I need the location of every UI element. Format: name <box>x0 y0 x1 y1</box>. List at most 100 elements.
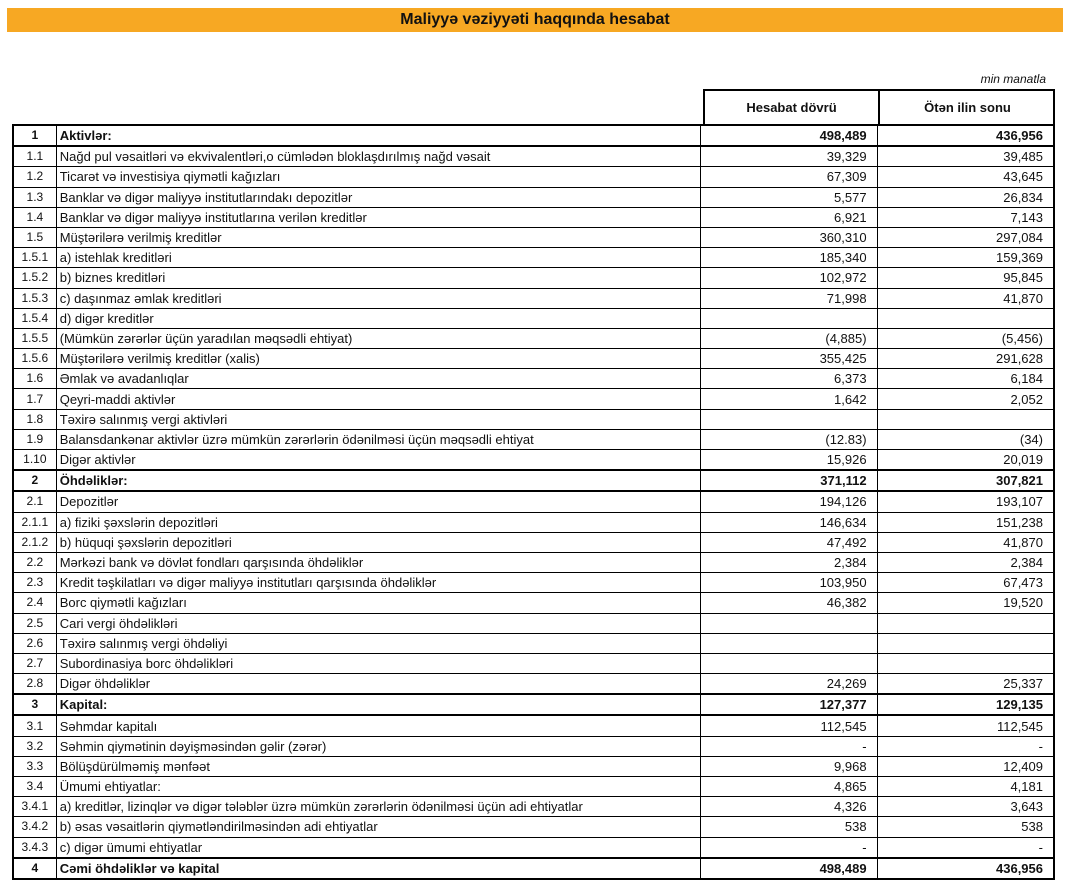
column-headers: Hesabat dövrü Ötən ilin sonu <box>703 89 1055 124</box>
row-number: 3.4 <box>12 775 57 798</box>
value-previous: 20,019 <box>876 449 1055 471</box>
value-previous: 159,369 <box>876 247 1055 269</box>
value-current: 127,377 <box>700 693 878 717</box>
value-previous: 6,184 <box>876 368 1055 390</box>
row-label: b) biznes kreditləri <box>55 267 702 289</box>
value-previous: 307,821 <box>876 469 1055 493</box>
column-header-previous: Ötən ilin sonu <box>924 100 1011 115</box>
value-current: 4,865 <box>700 775 878 798</box>
row-label: Təxirə salınmış vergi öhdəliyi <box>55 632 702 654</box>
row-label: (Mümkün zərərlər üçün yaradılan məqsədli… <box>55 327 702 350</box>
row-label: a) kreditlər, lizinqlər və digər tələblə… <box>55 796 702 818</box>
row-number: 2.6 <box>12 632 57 654</box>
value-previous: 538 <box>876 816 1055 838</box>
row-number: 2.5 <box>12 612 57 634</box>
value-previous: (5,456) <box>876 327 1055 350</box>
table-row: 1.5.1 a) istehlak kreditləri 185,340 159,36… <box>12 247 1055 269</box>
table-row: 1.5.5 (Mümkün zərərlər üçün yaradılan məq… <box>12 327 1055 350</box>
value-current <box>700 612 878 634</box>
value-previous: 151,238 <box>876 511 1055 533</box>
row-number: 2.3 <box>12 572 57 594</box>
report-title: Maliyyə vəziyyəti haqqında hesabat <box>7 8 1063 32</box>
row-label: Ümumi ehtiyatlar: <box>55 775 702 798</box>
table-row: 1.9 Balansdankənar aktivlər üzrə mümkün z… <box>12 428 1055 451</box>
table-row: 2.2 Mərkəzi bank və dövlət fondları qarşı… <box>12 551 1055 574</box>
value-current: 9,968 <box>700 755 878 778</box>
value-current: - <box>700 836 878 859</box>
value-current: 71,998 <box>700 287 878 309</box>
row-label: Səhmin qiymətinin dəyişməsindən gəlir (z… <box>55 735 702 757</box>
row-number: 1.5.4 <box>12 307 57 329</box>
row-number: 1.5.1 <box>12 247 57 269</box>
row-number: 3.1 <box>12 714 57 737</box>
table-row: 1 Aktivlər: 498,489 436,956 <box>12 123 1055 148</box>
row-label: Səhmdar kapitalı <box>55 714 702 737</box>
value-current <box>700 408 878 430</box>
value-previous <box>876 307 1055 329</box>
table-row: 1.6 Əmlak və avadanlıqlar 6,373 6,184 <box>12 368 1055 390</box>
table-row: 2.5 Cari vergi öhdəlikləri <box>12 612 1055 634</box>
table-row: 1.5 Müştərilərə verilmiş kreditlər 360,310… <box>12 226 1055 249</box>
table-row: 2.3 Kredit təşkilatları və digər maliyyə … <box>12 572 1055 594</box>
table-row: 1.10 Digər aktivlər 15,926 20,019 <box>12 449 1055 471</box>
value-previous: 67,473 <box>876 572 1055 594</box>
row-number: 1.5.3 <box>12 287 57 309</box>
row-label: c) digər ümumi ehtiyatlar <box>55 836 702 859</box>
row-number: 2.8 <box>12 673 57 695</box>
row-label: Mərkəzi bank və dövlət fondları qarşısın… <box>55 551 702 574</box>
value-current: 2,384 <box>700 551 878 574</box>
row-label: Bölüşdürülməmiş mənfəət <box>55 755 702 778</box>
row-number: 1.6 <box>12 368 57 390</box>
value-previous: 43,645 <box>876 166 1055 188</box>
row-number: 3.3 <box>12 755 57 778</box>
row-number: 1.5 <box>12 226 57 249</box>
value-current: 360,310 <box>700 226 878 249</box>
table-row: 2.1.1 a) fiziki şəxslərin depozitləri 146,… <box>12 511 1055 533</box>
value-previous: (34) <box>876 428 1055 451</box>
table-row: 1.7 Qeyri-maddi aktivlər 1,642 2,052 <box>12 388 1055 410</box>
row-number: 3.4.2 <box>12 816 57 838</box>
row-label: Cari vergi öhdəlikləri <box>55 612 702 634</box>
value-current <box>700 307 878 329</box>
table-row: 1.5.4 d) digər kreditlər <box>12 307 1055 329</box>
row-label: Depozitlər <box>55 490 702 513</box>
row-label: a) fiziki şəxslərin depozitləri <box>55 511 702 533</box>
row-number: 2.1.1 <box>12 511 57 533</box>
value-previous: 41,870 <box>876 287 1055 309</box>
row-label: Təxirə salınmış vergi aktivləri <box>55 408 702 430</box>
row-label: Balansdankənar aktivlər üzrə mümkün zərə… <box>55 428 702 451</box>
table-row: 1.5.3 c) daşınmaz əmlak kreditləri 71,998 4… <box>12 287 1055 309</box>
table-row: 2.1.2 b) hüquqi şəxslərin depozitləri 47,4… <box>12 531 1055 553</box>
value-current: (12.83) <box>700 428 878 451</box>
value-previous: 95,845 <box>876 267 1055 289</box>
value-current: - <box>700 735 878 757</box>
row-label: a) istehlak kreditləri <box>55 247 702 269</box>
value-previous: 3,643 <box>876 796 1055 818</box>
value-previous: 291,628 <box>876 348 1055 370</box>
row-number: 3.4.3 <box>12 836 57 859</box>
row-number: 1.10 <box>12 449 57 471</box>
value-previous <box>876 408 1055 430</box>
table-row: 2.8 Digər öhdəliklər 24,269 25,337 <box>12 673 1055 695</box>
row-label: Öhdəliklər: <box>55 469 702 493</box>
value-previous <box>876 632 1055 654</box>
table-row: 1.4 Banklar və digər maliyyə institutları… <box>12 206 1055 228</box>
table-row: 1.5.6 Müştərilərə verilmiş kreditlər (xal… <box>12 348 1055 370</box>
table-row: 3.1 Səhmdar kapitalı 112,545 112,545 <box>12 714 1055 737</box>
value-previous: 2,052 <box>876 388 1055 410</box>
value-current: 498,489 <box>700 856 878 880</box>
row-label: Kapital: <box>55 693 702 717</box>
table-row: 2.1 Depozitlər 194,126 193,107 <box>12 490 1055 513</box>
row-number: 3 <box>12 693 57 717</box>
value-previous: 12,409 <box>876 755 1055 778</box>
row-number: 1.5.5 <box>12 327 57 350</box>
row-number: 2.2 <box>12 551 57 574</box>
value-current: 538 <box>700 816 878 838</box>
value-current: 1,642 <box>700 388 878 410</box>
value-current: 47,492 <box>700 531 878 553</box>
table-row: 3 Kapital: 127,377 129,135 <box>12 693 1055 717</box>
value-current: 185,340 <box>700 247 878 269</box>
balance-sheet-table: 1 Aktivlər: 498,489 436,956 1.1 Nağd pul vəsa… <box>12 123 1055 880</box>
row-label: Ticarət və investisiya qiymətli kağızlar… <box>55 166 702 188</box>
value-previous: 39,485 <box>876 145 1055 168</box>
